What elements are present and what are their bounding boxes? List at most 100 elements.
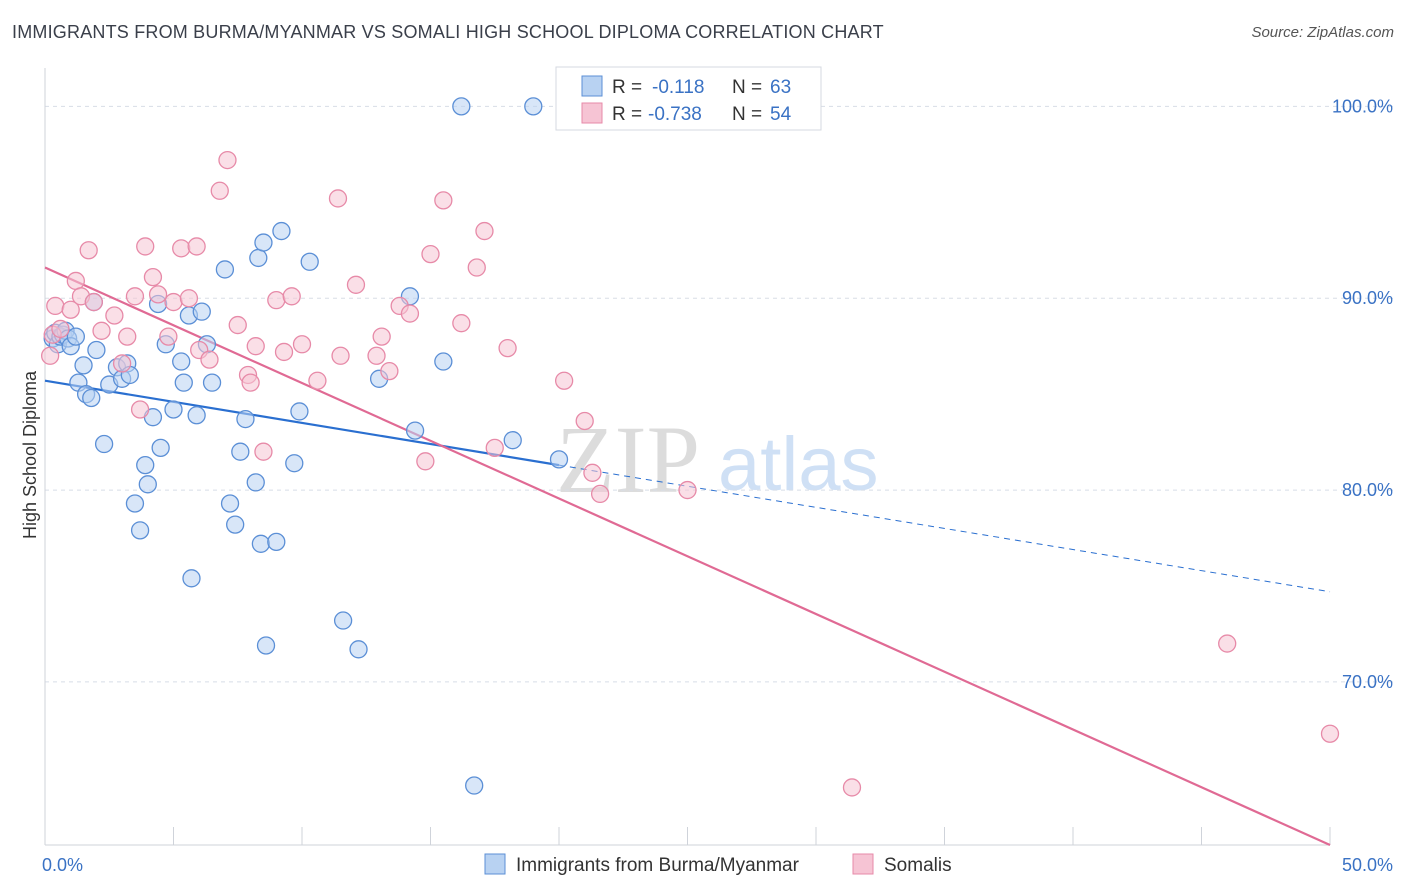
point-burma <box>182 569 201 588</box>
point-somali <box>554 371 574 390</box>
point-burma <box>130 521 150 540</box>
legend-n-label-2: N = <box>732 104 762 125</box>
point-somali <box>143 267 163 287</box>
point-burma <box>66 327 85 346</box>
point-somali <box>421 244 440 264</box>
y-tick-label: 80.0% <box>1342 480 1393 500</box>
legend-n-value-1: 63 <box>770 77 791 98</box>
point-somali <box>164 292 183 312</box>
point-somali <box>179 289 199 308</box>
point-somali <box>267 290 286 310</box>
point-burma <box>452 97 471 116</box>
point-somali <box>575 411 594 431</box>
point-burma <box>151 438 170 458</box>
source-label: Source: ZipAtlas.com <box>1251 24 1394 41</box>
y-axis-label: High School Diploma <box>20 370 40 539</box>
point-somali <box>346 275 366 294</box>
point-burma <box>290 402 309 421</box>
stats-legend: R = -0.118 N = 63 R = -0.738 N = 54 <box>555 66 822 131</box>
point-somali <box>292 335 312 354</box>
point-somali <box>210 181 229 200</box>
point-burma <box>405 421 425 440</box>
point-somali <box>590 484 610 504</box>
y-tick-label: 70.0% <box>1342 672 1393 692</box>
axes <box>44 68 1331 846</box>
point-burma <box>220 494 240 513</box>
point-somali <box>125 287 145 306</box>
legend-r-value-2: -0.738 <box>648 104 702 125</box>
legend-n-label-1: N = <box>732 77 762 98</box>
point-somali <box>328 189 348 208</box>
point-somali <box>583 463 602 482</box>
point-burma <box>249 248 268 268</box>
point-burma <box>187 406 206 425</box>
point-somali <box>678 480 697 500</box>
point-burma <box>434 352 453 371</box>
point-burma <box>465 776 484 795</box>
point-somali <box>51 319 70 339</box>
point-somali <box>130 400 150 419</box>
bottom-legend-label-2: Somalis <box>884 855 952 876</box>
point-somali <box>84 292 103 312</box>
legend-swatch-blue <box>581 75 603 97</box>
point-burma <box>74 356 93 375</box>
watermark-atlas: atlas <box>718 422 879 507</box>
point-somali <box>241 373 260 392</box>
point-somali <box>218 150 237 170</box>
point-burma <box>333 611 353 630</box>
point-burma <box>202 373 222 392</box>
point-somali <box>367 346 386 365</box>
point-somali <box>136 237 155 256</box>
legend-swatch-pink <box>581 102 603 124</box>
bottom-legend-swatch-blue <box>484 853 506 875</box>
point-somali <box>187 237 206 256</box>
legend-r-label-2: R = <box>612 104 642 125</box>
trend-line-burma-extension <box>558 464 1331 593</box>
point-somali <box>400 304 420 323</box>
point-burma <box>251 534 271 553</box>
point-somali <box>172 239 191 258</box>
point-somali <box>434 191 453 210</box>
legend-r-label-1: R = <box>612 77 642 98</box>
point-burma <box>285 454 304 473</box>
point-somali <box>254 442 273 461</box>
point-somali <box>467 258 486 277</box>
point-burma <box>246 473 265 492</box>
point-somali <box>79 241 98 260</box>
point-somali <box>372 327 391 346</box>
point-burma <box>125 494 145 513</box>
bottom-legend-swatch-pink <box>852 853 874 875</box>
point-somali <box>842 778 862 797</box>
point-burma <box>164 400 183 419</box>
point-somali <box>159 327 178 346</box>
x-tick-label: 0.0% <box>42 855 83 875</box>
trend-lines <box>44 266 1331 847</box>
point-burma <box>174 373 193 392</box>
legend-n-value-2: 54 <box>770 104 792 125</box>
gridlines <box>45 105 1395 683</box>
point-somali <box>282 287 301 306</box>
point-burma <box>524 97 543 116</box>
point-somali <box>475 221 494 241</box>
point-burma <box>267 532 286 552</box>
trend-line-somali <box>44 266 1331 847</box>
point-burma <box>215 260 235 279</box>
point-somali <box>485 438 504 458</box>
point-somali <box>228 315 247 335</box>
point-burma <box>192 302 211 321</box>
point-burma <box>503 431 522 450</box>
point-burma <box>236 409 255 429</box>
point-somali <box>112 354 132 373</box>
y-tick-label: 90.0% <box>1342 288 1393 308</box>
series-legend: Immigrants from Burma/Myanmar Somalis <box>484 853 952 876</box>
point-burma <box>94 434 114 454</box>
point-somali <box>380 361 399 381</box>
point-somali <box>200 350 219 369</box>
point-burma <box>254 233 273 252</box>
point-somali <box>416 452 435 471</box>
point-burma <box>549 450 569 469</box>
point-burma <box>349 640 368 659</box>
point-somali <box>61 300 80 319</box>
point-somali <box>246 337 265 356</box>
